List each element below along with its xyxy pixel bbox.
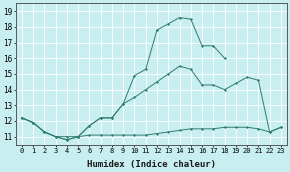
X-axis label: Humidex (Indice chaleur): Humidex (Indice chaleur) [87,159,216,169]
